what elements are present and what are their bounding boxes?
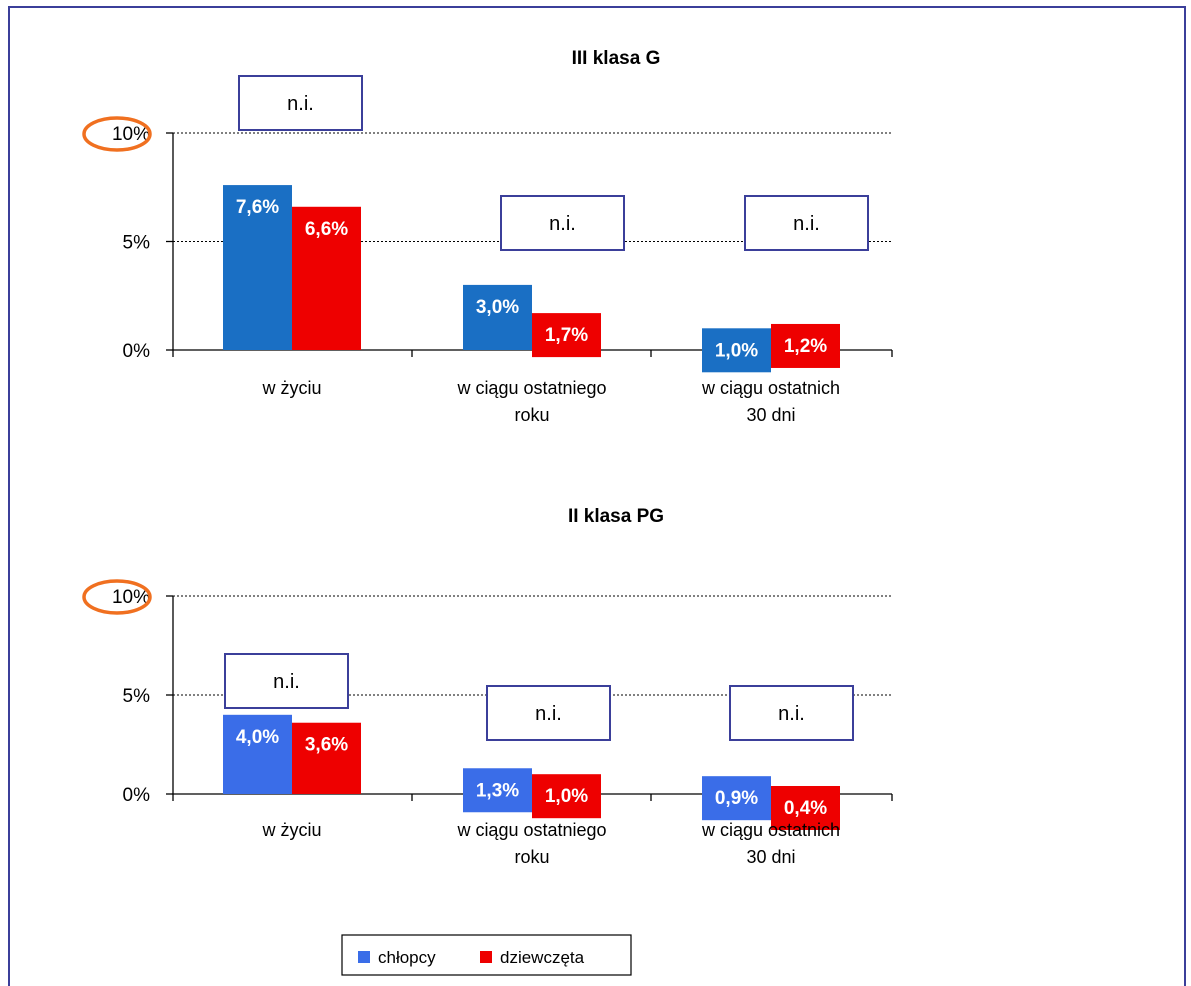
y-tick-label: 5% xyxy=(123,686,151,707)
bar-boys xyxy=(223,714,292,794)
bar-girls xyxy=(292,206,361,350)
ni-box xyxy=(224,653,349,709)
category-label: w ciągu ostatnich xyxy=(701,378,840,398)
data-label: 4,0% xyxy=(236,727,279,748)
chart-title: II klasa PG xyxy=(568,506,664,527)
category-label: w ciągu ostatniego xyxy=(456,820,606,840)
bar-girls xyxy=(292,722,361,794)
ni-label: n.i. xyxy=(287,93,314,115)
category-label: 30 dni xyxy=(746,405,795,425)
data-label: 1,3% xyxy=(476,780,519,801)
data-label: 1,2% xyxy=(784,336,827,357)
legend-swatch xyxy=(480,951,492,963)
ni-label: n.i. xyxy=(549,213,576,235)
ni-label: n.i. xyxy=(273,671,300,693)
ni-box xyxy=(500,195,625,251)
y-tick-label: 10% xyxy=(112,124,150,145)
bar-girls xyxy=(532,313,601,358)
data-label: 6,6% xyxy=(305,219,348,240)
category-label: roku xyxy=(514,405,549,425)
bar-boys xyxy=(463,768,532,813)
ni-box xyxy=(744,195,869,251)
ni-label: n.i. xyxy=(778,703,805,725)
data-label: 1,0% xyxy=(545,786,588,807)
data-label: 7,6% xyxy=(236,197,279,218)
y-tick-label: 0% xyxy=(123,785,151,806)
ni-box xyxy=(486,685,611,741)
data-label: 0,9% xyxy=(715,788,758,809)
ni-label: n.i. xyxy=(793,213,820,235)
category-label: w życiu xyxy=(261,378,321,398)
legend-label: dziewczęta xyxy=(500,948,585,967)
category-label: w ciągu ostatniego xyxy=(456,378,606,398)
data-label: 1,7% xyxy=(545,325,588,346)
legend-label: chłopcy xyxy=(378,948,436,967)
ni-label: n.i. xyxy=(535,703,562,725)
ni-box xyxy=(238,75,363,131)
y-tick-label: 0% xyxy=(123,341,151,362)
bar-girls xyxy=(771,786,840,830)
bar-girls xyxy=(532,774,601,819)
y-tick-label: 10% xyxy=(112,587,150,608)
bar-girls xyxy=(771,323,840,368)
y-tick-label: 5% xyxy=(123,233,151,254)
bar-boys xyxy=(223,185,292,350)
category-label: roku xyxy=(514,847,549,867)
category-label: w życiu xyxy=(261,820,321,840)
bar-boys xyxy=(702,776,771,821)
highlight-ellipse xyxy=(82,579,152,615)
category-label: 30 dni xyxy=(746,847,795,867)
legend-swatch xyxy=(358,951,370,963)
data-label: 3,0% xyxy=(476,297,519,318)
chart-frame xyxy=(8,6,1186,986)
category-label: w ciągu ostatnich xyxy=(701,820,840,840)
ni-box xyxy=(729,685,854,741)
data-label: 1,0% xyxy=(715,340,758,361)
data-label: 0,4% xyxy=(784,798,827,819)
data-label: 3,6% xyxy=(305,735,348,756)
bar-boys xyxy=(702,328,771,373)
chart-title: III klasa G xyxy=(572,48,661,69)
bar-boys xyxy=(463,284,532,350)
highlight-ellipse xyxy=(82,116,152,152)
